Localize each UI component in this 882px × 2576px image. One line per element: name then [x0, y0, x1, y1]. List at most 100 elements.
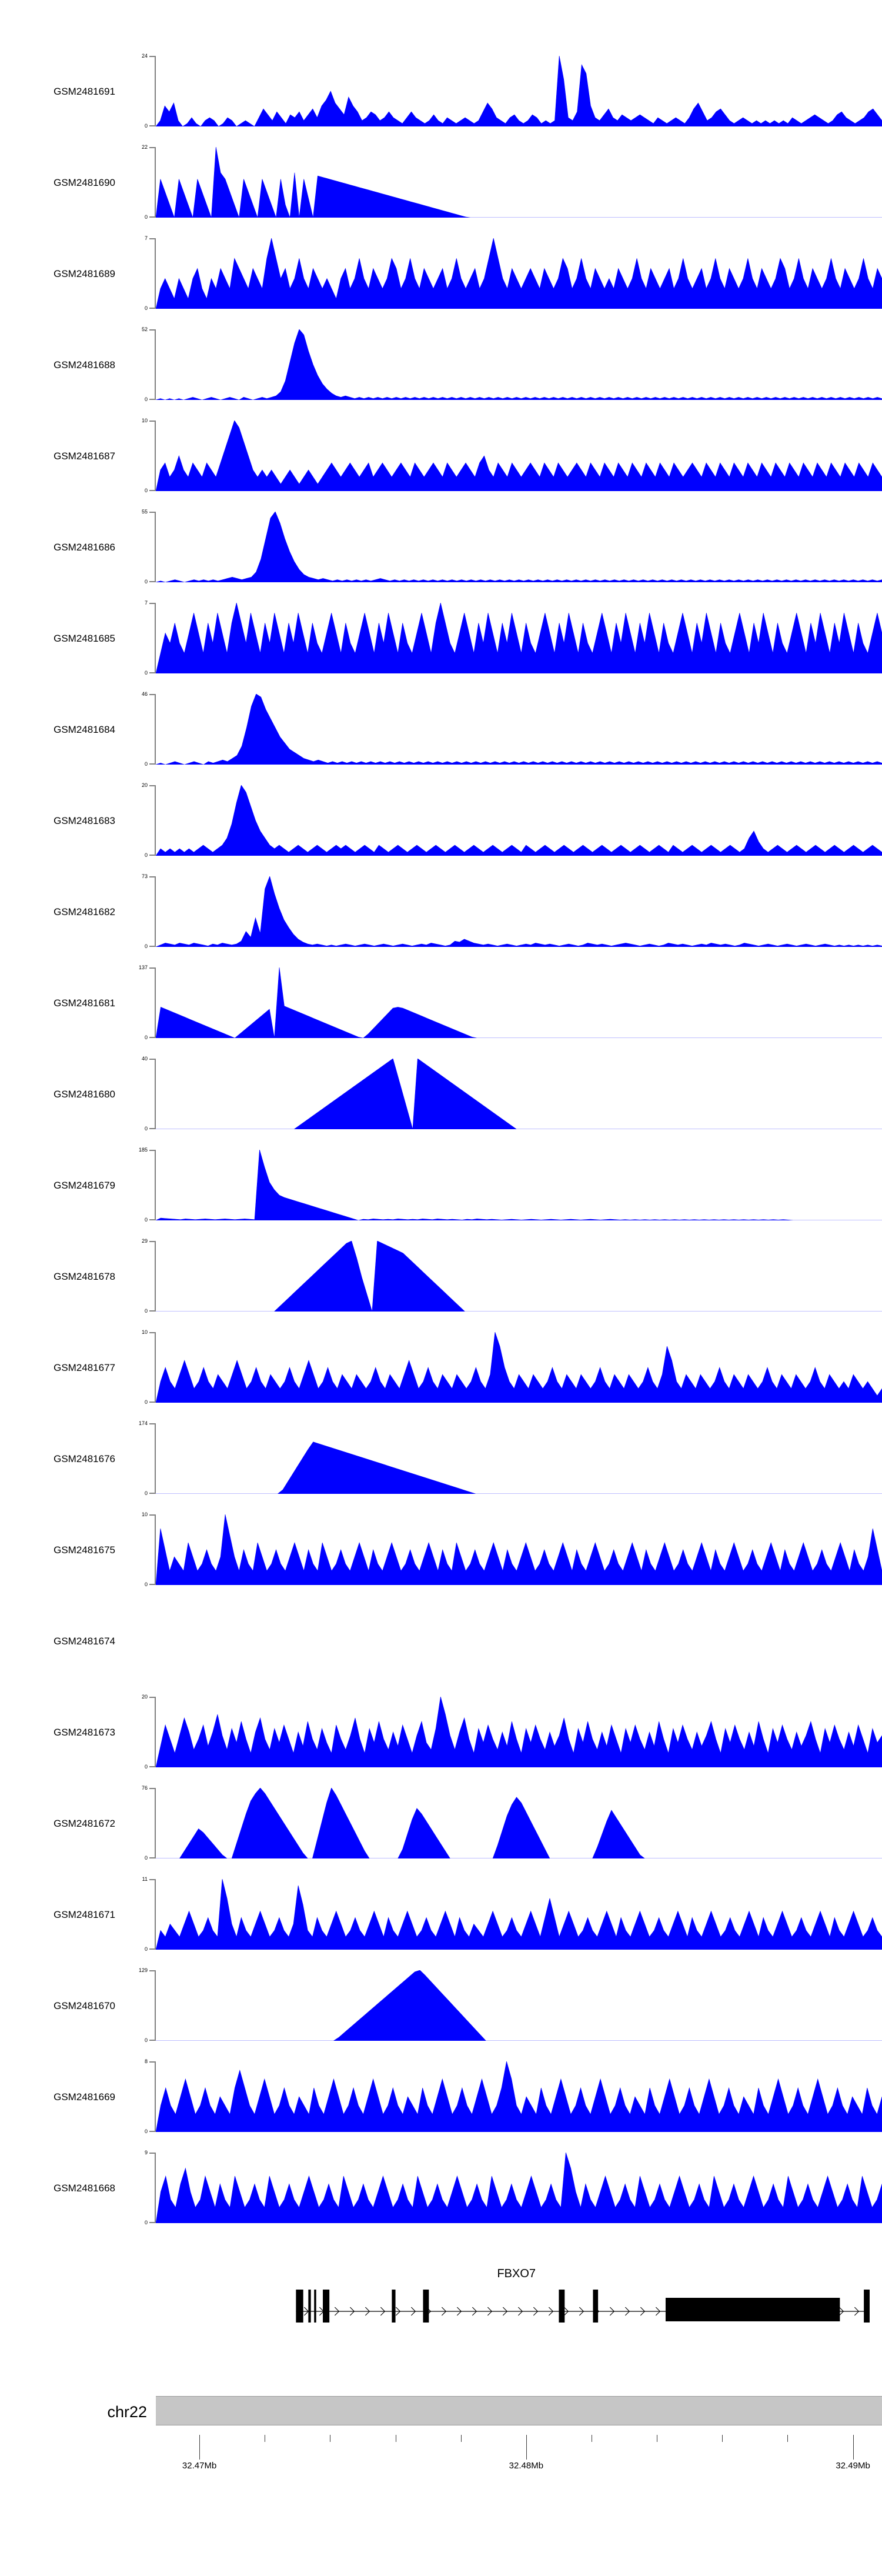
track-plot-gsm2481686[interactable] — [156, 512, 882, 582]
y-axis-tick-max — [149, 2061, 156, 2063]
track-plot-gsm2481684[interactable] — [156, 694, 882, 765]
track-gsm2481673[interactable]: GSM2481673 20 0 — [0, 1694, 882, 1770]
track-label-gsm2481669: GSM2481669 — [54, 2091, 115, 2103]
y-axis-tick-max — [149, 2153, 156, 2154]
y-axis-line — [155, 1423, 156, 1494]
track-plot-gsm2481668[interactable] — [156, 2153, 882, 2223]
track-plot-gsm2481672[interactable] — [156, 1788, 882, 1858]
y-axis-min-label: 0 — [144, 1490, 148, 1496]
track-plot-gsm2481687[interactable] — [156, 421, 882, 491]
strand-arrow-icon — [517, 2307, 523, 2316]
track-plot-gsm2481682[interactable] — [156, 876, 882, 947]
track-label-gsm2481681: GSM2481681 — [54, 997, 115, 1009]
track-plot-gsm2481679[interactable] — [156, 1150, 882, 1220]
track-gsm2481670[interactable]: GSM2481670 129 0 — [0, 1967, 882, 2043]
track-gsm2481684[interactable]: GSM2481684 46 0 — [0, 692, 882, 767]
strand-arrow-icon — [609, 2307, 615, 2316]
y-axis-max-label: 52 — [141, 326, 148, 332]
y-axis-gsm2481671: 11 0 — [118, 1877, 156, 1952]
track-label-gsm2481680: GSM2481680 — [54, 1089, 115, 1100]
track-label-gsm2481673: GSM2481673 — [54, 1727, 115, 1738]
y-axis-line — [155, 1241, 156, 1312]
coverage-area — [156, 1514, 882, 1585]
y-axis-line — [155, 56, 156, 126]
y-axis-min-label: 0 — [144, 2037, 148, 2043]
track-label-gsm2481672: GSM2481672 — [54, 1818, 115, 1829]
track-label-gsm2481675: GSM2481675 — [54, 1544, 115, 1556]
track-label-gsm2481683: GSM2481683 — [54, 815, 115, 826]
exon-box[interactable] — [593, 2290, 599, 2323]
track-gsm2481682[interactable]: GSM2481682 73 0 — [0, 874, 882, 949]
coverage-area — [156, 1059, 882, 1129]
exon-box[interactable] — [864, 2290, 870, 2323]
track-plot-gsm2481671[interactable] — [156, 1879, 882, 1950]
y-axis-max-label: 129 — [138, 1967, 148, 1973]
track-gsm2481687[interactable]: GSM2481687 10 0 — [0, 418, 882, 493]
track-gsm2481681[interactable]: GSM2481681 137 0 — [0, 965, 882, 1040]
track-gsm2481672[interactable]: GSM2481672 76 0 — [0, 1786, 882, 1861]
track-plot-gsm2481691[interactable] — [156, 56, 882, 126]
ideogram-bar[interactable] — [156, 2396, 882, 2425]
track-gsm2481688[interactable]: GSM2481688 52 0 — [0, 326, 882, 402]
exon-box[interactable] — [314, 2290, 316, 2323]
exon-box[interactable] — [323, 2290, 330, 2323]
exon-box[interactable] — [423, 2290, 429, 2323]
track-gsm2481686[interactable]: GSM2481686 55 0 — [0, 509, 882, 585]
genome-coordinate-axis[interactable]: 32.47Mb 32.48Mb 32.49Mb — [156, 2435, 882, 2482]
exon-box[interactable] — [392, 2290, 396, 2323]
y-axis-tick-min — [149, 1766, 156, 1767]
exon-box[interactable] — [308, 2290, 311, 2323]
track-gsm2481678[interactable]: GSM2481678 29 0 — [0, 1239, 882, 1314]
track-plot-gsm2481676[interactable] — [156, 1423, 882, 1494]
gene-annotation-track[interactable]: FBXO7 — [156, 2267, 882, 2335]
coverage-area — [156, 603, 882, 673]
y-axis-tick-min — [149, 216, 156, 218]
y-axis-tick-max — [149, 329, 156, 331]
exon-box[interactable] — [559, 2290, 565, 2323]
track-plot-gsm2481669[interactable] — [156, 2061, 882, 2132]
track-plot-gsm2481683[interactable] — [156, 785, 882, 856]
track-plot-gsm2481681[interactable] — [156, 967, 882, 1038]
track-gsm2481685[interactable]: GSM2481685 7 0 — [0, 600, 882, 676]
track-plot-gsm2481689[interactable] — [156, 238, 882, 309]
coverage-area — [156, 1697, 882, 1767]
track-gsm2481675[interactable]: GSM2481675 10 0 — [0, 1512, 882, 1587]
coverage-area — [156, 56, 882, 126]
y-axis-min-label: 0 — [144, 1217, 148, 1223]
track-gsm2481677[interactable]: GSM2481677 10 0 — [0, 1330, 882, 1405]
track-plot-gsm2481680[interactable] — [156, 1059, 882, 1129]
y-axis-max-label: 22 — [141, 144, 148, 150]
y-axis-tick-min — [149, 1219, 156, 1220]
track-plot-gsm2481688[interactable] — [156, 329, 882, 400]
track-plot-gsm2481673[interactable] — [156, 1697, 882, 1767]
coverage-area — [156, 1442, 882, 1494]
track-label-gsm2481676: GSM2481676 — [54, 1453, 115, 1464]
track-plot-gsm2481677[interactable] — [156, 1332, 882, 1403]
track-label-gsm2481690: GSM2481690 — [54, 177, 115, 188]
track-gsm2481676[interactable]: GSM2481676 174 0 — [0, 1421, 882, 1496]
y-axis-gsm2481683: 20 0 — [118, 783, 156, 858]
track-plot-gsm2481690[interactable] — [156, 147, 882, 218]
track-gsm2481691[interactable]: GSM2481691 24 0 — [0, 54, 882, 129]
track-gsm2481683[interactable]: GSM2481683 20 0 — [0, 783, 882, 858]
track-plot-gsm2481670[interactable] — [156, 1970, 882, 2041]
y-axis-tick-min — [149, 763, 156, 765]
exon-box[interactable] — [296, 2290, 303, 2323]
track-plot-gsm2481675[interactable] — [156, 1514, 882, 1585]
track-gsm2481669[interactable]: GSM2481669 8 0 — [0, 2059, 882, 2134]
y-axis-min-label: 0 — [144, 1764, 148, 1770]
track-gsm2481690[interactable]: GSM2481690 22 0 — [0, 144, 882, 220]
track-gsm2481668[interactable]: GSM2481668 9 0 — [0, 2150, 882, 2225]
track-gsm2481679[interactable]: GSM2481679 185 0 — [0, 1147, 882, 1223]
coverage-area — [156, 694, 882, 765]
track-plot-gsm2481678[interactable] — [156, 1241, 882, 1312]
track-label-gsm2481678: GSM2481678 — [54, 1271, 115, 1282]
track-gsm2481689[interactable]: GSM2481689 7 0 — [0, 236, 882, 311]
exon-box[interactable] — [665, 2298, 840, 2321]
track-gsm2481674[interactable]: GSM2481674 — [0, 1606, 882, 1676]
y-axis-tick-max — [149, 1970, 156, 1971]
track-gsm2481680[interactable]: GSM2481680 40 0 — [0, 1056, 882, 1132]
track-gsm2481671[interactable]: GSM2481671 11 0 — [0, 1877, 882, 1952]
track-plot-gsm2481685[interactable] — [156, 603, 882, 673]
